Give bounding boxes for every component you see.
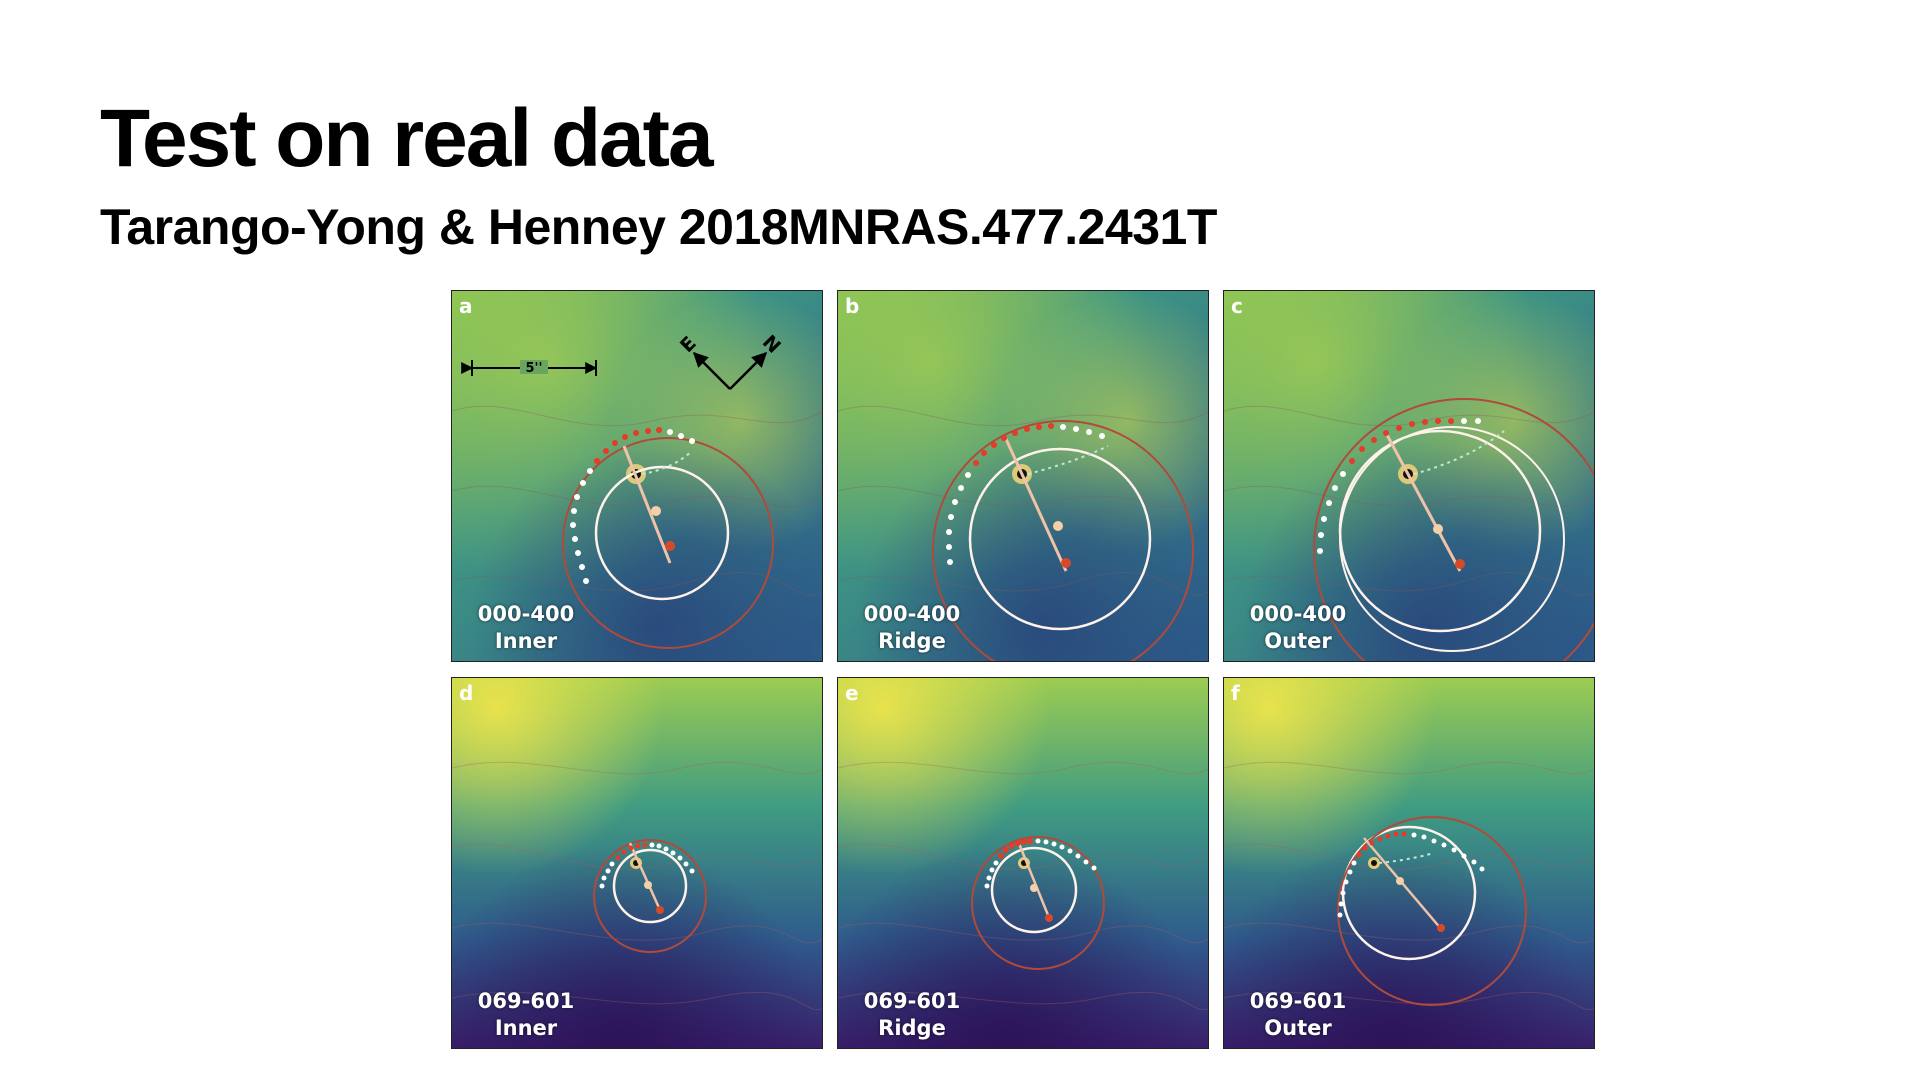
- panel-method: Outer: [1264, 629, 1332, 653]
- panel-object-id: 000-400: [477, 602, 575, 626]
- scale-bar-label: 5'': [525, 361, 542, 376]
- panel-e-image: [838, 678, 1208, 1048]
- panel-caption: 069-601 Ridge: [858, 988, 966, 1042]
- panel-method: Ridge: [878, 629, 946, 653]
- panel-c-image: [1224, 291, 1594, 661]
- panel-f-image: [1224, 678, 1594, 1048]
- panel-d: d 069-601 Inner: [451, 677, 823, 1049]
- panel-letter: e: [845, 681, 859, 705]
- panel-method: Ridge: [878, 1016, 946, 1040]
- panel-letter: d: [459, 681, 474, 705]
- panel-object-id: 069-601: [1249, 989, 1347, 1013]
- panel-e: e 069-601 Ridge: [837, 677, 1209, 1049]
- panel-object-id: 069-601: [863, 989, 961, 1013]
- panel-a: 5'' E N: [451, 290, 823, 662]
- panel-letter: b: [845, 294, 860, 318]
- panel-b: b 000-400 Ridge: [837, 290, 1209, 662]
- panel-f: f 069-601 Outer: [1223, 677, 1595, 1049]
- panel-letter: f: [1231, 681, 1240, 705]
- panel-object-id: 000-400: [863, 602, 961, 626]
- panel-caption: 000-400 Inner: [472, 601, 580, 655]
- panel-caption: 000-400 Outer: [1244, 601, 1352, 655]
- slide-subtitle: Tarango-Yong & Henney 2018MNRAS.477.2431…: [100, 199, 1217, 255]
- panel-letter: a: [459, 294, 473, 318]
- slide-title: Test on real data: [100, 93, 714, 184]
- figure-grid: 5'' E N: [451, 290, 1595, 1052]
- panel-method: Inner: [494, 1016, 558, 1040]
- panel-b-image: [838, 291, 1208, 661]
- panel-a-image: 5'' E N: [452, 291, 822, 661]
- panel-letter: c: [1231, 294, 1243, 318]
- panel-caption: 069-601 Inner: [472, 988, 580, 1042]
- panel-object-id: 069-601: [477, 989, 575, 1013]
- panel-c: c 000-400 Outer: [1223, 290, 1595, 662]
- panel-method: Outer: [1264, 1016, 1332, 1040]
- panel-caption: 069-601 Outer: [1244, 988, 1352, 1042]
- panel-caption: 000-400 Ridge: [858, 601, 966, 655]
- panel-object-id: 000-400: [1249, 602, 1347, 626]
- compass: [692, 351, 768, 390]
- panel-d-image: [452, 678, 822, 1048]
- panel-method: Inner: [494, 629, 558, 653]
